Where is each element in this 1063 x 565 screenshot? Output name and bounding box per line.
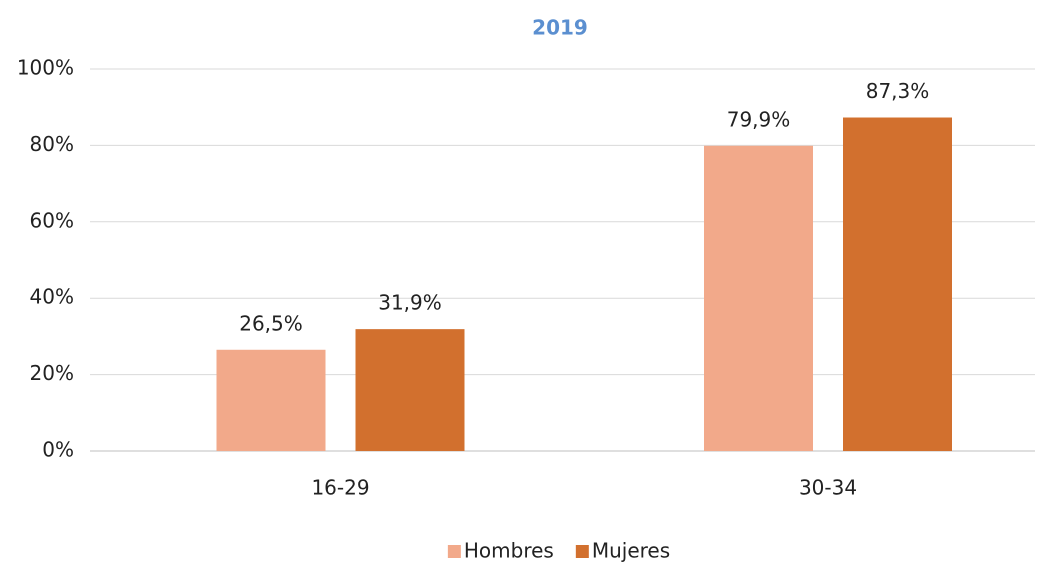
y-tick-label: 60%: [30, 208, 74, 232]
x-tick-label: 30-34: [799, 476, 857, 500]
bar: [704, 145, 813, 452]
y-tick-label: 0%: [42, 438, 74, 462]
data-label: 87,3%: [866, 79, 930, 103]
y-tick-label: 20%: [30, 361, 74, 385]
data-label: 79,9%: [727, 107, 791, 131]
y-tick-label: 40%: [30, 285, 74, 309]
bar: [843, 117, 952, 451]
legend-label: Hombres: [464, 539, 554, 563]
data-label: 26,5%: [239, 311, 303, 335]
x-tick-label: 16-29: [311, 476, 369, 500]
chart-title: 2019: [532, 16, 588, 40]
bar: [355, 329, 465, 451]
y-tick-label: 100%: [17, 56, 74, 80]
legend-swatch: [575, 545, 589, 558]
y-tick-label: 80%: [30, 132, 74, 156]
legend-swatch: [447, 545, 461, 558]
legend-label: Mujeres: [592, 539, 670, 563]
data-label: 31,9%: [378, 291, 442, 315]
bar: [216, 349, 326, 451]
